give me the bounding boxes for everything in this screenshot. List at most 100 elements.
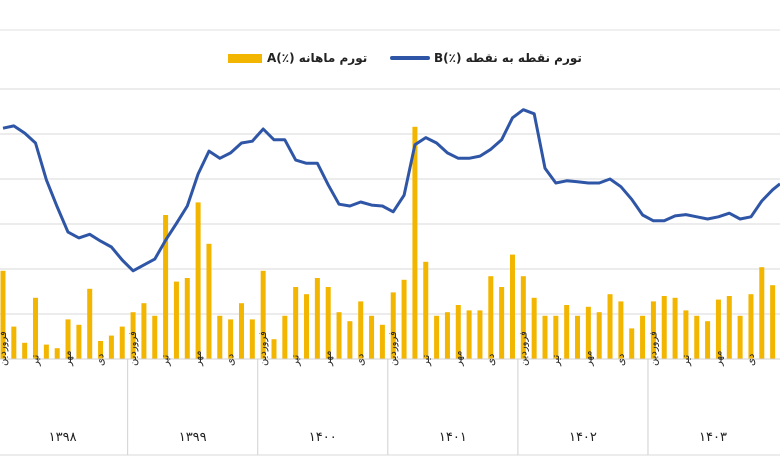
month-label: مهر [323, 351, 334, 367]
month-label: فروردین [518, 331, 529, 366]
bar-monthly-3 [33, 297, 39, 359]
month-label: مهر [453, 351, 464, 367]
month-label: فروردین [388, 331, 399, 366]
bar-monthly-48 [520, 276, 526, 359]
month-label: مهر [63, 351, 74, 367]
bar-monthly-38 [412, 126, 418, 359]
bar-monthly-34 [369, 315, 375, 359]
bar-monthly-12 [130, 312, 136, 359]
month-label: دی [486, 354, 497, 366]
legend-line-swatch [390, 56, 430, 60]
year-label: ۱۴۰۰ [309, 430, 337, 445]
year-label: ۱۳۹۸ [49, 430, 77, 445]
bar-monthly-61 [661, 296, 667, 359]
bar-monthly-21 [228, 319, 234, 359]
bar-monthly-57 [618, 301, 624, 359]
bar-monthly-62 [672, 297, 678, 359]
month-label: دی [356, 354, 367, 366]
bar-monthly-47 [509, 254, 515, 359]
year-label: ۱۴۰۲ [569, 430, 597, 445]
bar-monthly-44 [477, 310, 483, 359]
bar-monthly-53 [575, 315, 581, 359]
bar-monthly-10 [108, 335, 114, 359]
month-label: فروردین [0, 331, 9, 366]
bar-monthly-37 [401, 279, 407, 359]
bar-monthly-60 [650, 301, 656, 359]
bar-monthly-45 [488, 276, 494, 359]
bar-monthly-59 [640, 315, 646, 359]
month-label: مهر [583, 351, 594, 367]
bar-monthly-33 [358, 301, 364, 359]
monthly-inflation-bars [0, 126, 776, 359]
bar-monthly-55 [596, 312, 602, 359]
bar-monthly-13 [141, 303, 147, 359]
bar-monthly-32 [347, 321, 353, 359]
bar-monthly-27 [293, 287, 299, 359]
bar-monthly-14 [152, 315, 158, 359]
bar-monthly-52 [564, 305, 570, 359]
bar-monthly-28 [304, 294, 310, 359]
legend-label-b: تورم نقطه به نقطه (٪)B [434, 51, 582, 65]
month-label: دی [96, 354, 107, 366]
bar-monthly-31 [336, 312, 342, 359]
legend-label-a: تورم ماهانه (٪)A [267, 51, 368, 65]
month-label: دی [616, 354, 627, 366]
month-label: تیر [551, 354, 562, 367]
bar-monthly-58 [629, 328, 635, 359]
bar-monthly-51 [553, 315, 559, 359]
bar-monthly-0 [0, 270, 6, 359]
bar-monthly-71 [770, 285, 776, 359]
bar-monthly-18 [195, 202, 201, 359]
month-label: فروردین [648, 331, 659, 366]
legend-item-a: تورم ماهانه (٪)A [228, 48, 367, 68]
month-label: دی [746, 354, 757, 366]
bar-monthly-4 [43, 344, 49, 359]
bar-monthly-17 [184, 278, 190, 359]
bar-monthly-67 [726, 296, 732, 359]
bar-monthly-49 [531, 297, 537, 359]
bar-monthly-23 [249, 319, 255, 359]
month-label: مهر [193, 351, 204, 367]
legend-bar-swatch [228, 53, 262, 63]
bar-monthly-70 [759, 267, 765, 359]
bar-monthly-26 [282, 315, 288, 359]
bar-monthly-25 [271, 339, 277, 359]
month-label: تیر [161, 354, 172, 367]
bar-monthly-19 [206, 243, 212, 359]
month-label: تیر [421, 354, 432, 367]
bar-monthly-8 [87, 288, 93, 359]
bar-monthly-15 [163, 215, 169, 359]
bar-monthly-54 [585, 306, 591, 359]
bar-monthly-66 [715, 299, 721, 359]
gridlines [0, 29, 780, 315]
bar-monthly-16 [173, 281, 179, 359]
point-inflation-line [2, 108, 780, 273]
bar-monthly-64 [694, 315, 700, 359]
bar-monthly-29 [314, 278, 320, 359]
line-point-to-point [2, 108, 780, 273]
bar-monthly-6 [65, 319, 71, 359]
x-axis: ۱۳۹۸ فروردین تیر مهر دی ۱۳۹۹ فروردین تیر مهر دی ۱۴… [0, 331, 780, 456]
bar-monthly-20 [217, 315, 223, 359]
month-label: تیر [291, 354, 302, 367]
year-label: ۱۴۰۳ [699, 430, 727, 445]
bar-monthly-2 [22, 342, 28, 359]
month-label: فروردین [128, 331, 139, 366]
bar-monthly-1 [11, 326, 17, 359]
bar-monthly-7 [76, 324, 82, 359]
bar-monthly-42 [455, 305, 461, 359]
bar-monthly-69 [748, 294, 754, 359]
bar-monthly-24 [260, 270, 266, 359]
month-label: دی [226, 354, 237, 366]
bar-monthly-40 [434, 315, 440, 359]
month-label: مهر [713, 351, 724, 367]
bar-monthly-39 [423, 261, 429, 359]
bar-monthly-46 [499, 287, 505, 359]
bar-monthly-30 [325, 287, 331, 359]
bar-monthly-9 [98, 341, 104, 359]
month-label: تیر [31, 354, 42, 367]
month-label: تیر [681, 354, 692, 367]
bar-monthly-22 [238, 303, 244, 359]
month-label: فروردین [258, 331, 269, 366]
